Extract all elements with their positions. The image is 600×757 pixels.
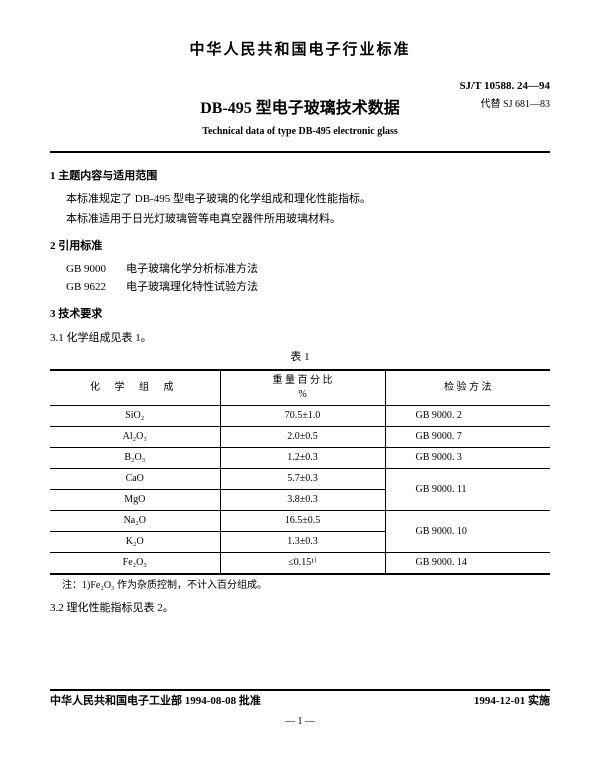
section-1-heading: 1 主题内容与适用范围 <box>50 169 550 184</box>
org-title: 中华人民共和国电子行业标准 <box>50 40 550 61</box>
reference-item: GB 9000电子玻璃化学分析标准方法 <box>66 262 550 277</box>
section-1-para-1: 本标准规定了 DB-495 型电子玻璃的化学组成和理化性能指标。 <box>66 192 550 207</box>
subtitle-en: Technical data of type DB-495 electronic… <box>50 125 550 139</box>
footer-right: 1994-12-01 实施 <box>474 694 550 709</box>
main-title: DB-495 型电子玻璃技术数据 <box>200 98 400 120</box>
section-1-para-2: 本标准适用于日光灯玻璃管等电真空器件所用玻璃材料。 <box>66 212 550 227</box>
table-row: SiO₂70.5±1.0GB 9000. 2 <box>50 406 550 427</box>
replaces-text: 代替 SJ 681—83 <box>481 98 550 112</box>
section-2-heading: 2 引用标准 <box>50 239 550 254</box>
table-row: Fe₂O₃≤0.15¹⁾GB 9000. 14 <box>50 553 550 575</box>
th-method: 检 验 方 法 <box>444 382 492 393</box>
reference-list: GB 9000电子玻璃化学分析标准方法 GB 9622电子玻璃理化特性试验方法 <box>50 262 550 295</box>
section-3-2: 3.2 理化性能指标见表 2。 <box>50 601 550 616</box>
section-3-1: 3.1 化学组成见表 1。 <box>50 331 550 346</box>
doc-id: SJ/T 10588. 24—94 <box>459 79 550 94</box>
table-1-caption: 表 1 <box>50 350 550 365</box>
footer-left: 中华人民共和国电子工业部 1994-08-08 批准 <box>50 694 261 709</box>
page-number: — 1 — <box>50 715 550 729</box>
section-3-heading: 3 技术要求 <box>50 307 550 322</box>
th-percent-l2: % <box>227 388 379 402</box>
footer: 中华人民共和国电子工业部 1994-08-08 批准 1994-12-01 实施… <box>50 689 550 729</box>
table-1-note: 注：1)Fe₂O₃ 作为杂质控制，不计入百分组成。 <box>62 579 550 593</box>
th-percent-l1: 重 量 百 分 比 <box>227 374 379 388</box>
table-1: 化 学 组 成 重 量 百 分 比 % 检 验 方 法 SiO₂70.5±1.0… <box>50 369 550 575</box>
table-row: CaO5.7±0.3GB 9000. 11 <box>50 469 550 490</box>
table-row: Na₂O16.5±0.5GB 9000. 10 <box>50 511 550 532</box>
reference-item: GB 9622电子玻璃理化特性试验方法 <box>66 280 550 295</box>
divider-top <box>50 151 550 153</box>
th-composition: 化 学 组 成 <box>90 382 180 393</box>
table-row: Al₂O₃2.0±0.5GB 9000. 7 <box>50 427 550 448</box>
table-row: B₂O₃1.2±0.3GB 9000. 3 <box>50 448 550 469</box>
